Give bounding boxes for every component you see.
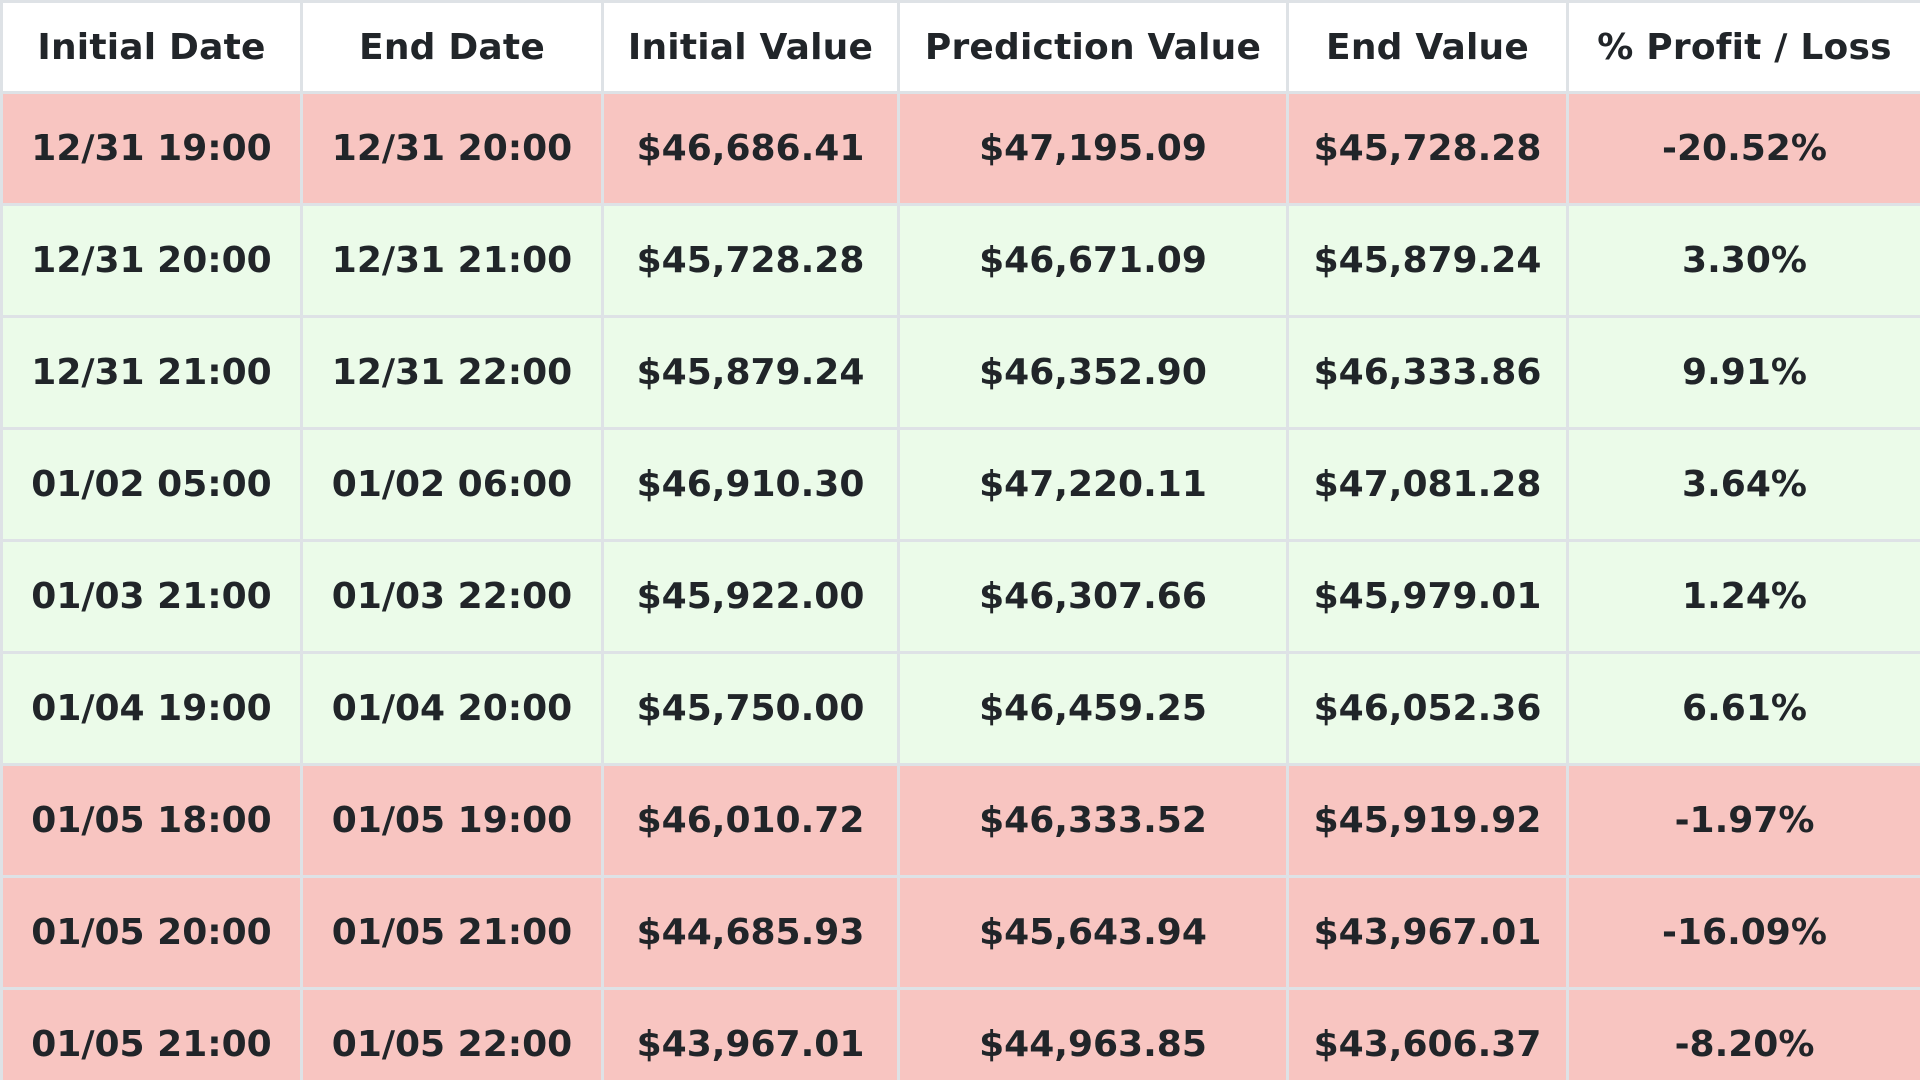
cell-prediction-value: $47,220.11 [897, 427, 1289, 542]
cell-initial-value: $46,910.30 [601, 427, 900, 542]
cell-end-value: $46,333.86 [1286, 315, 1569, 430]
cell-initial-value: $45,728.28 [601, 203, 900, 318]
cell-initial-value: $44,685.93 [601, 875, 900, 990]
cell-profit-loss: 3.30% [1566, 203, 1920, 318]
cell-profit-loss: -1.97% [1566, 763, 1920, 878]
cell-initial-value: $45,922.00 [601, 539, 900, 654]
cell-end-date: 12/31 21:00 [300, 203, 604, 318]
table-row: 01/02 05:00 01/02 06:00 $46,910.30 $47,2… [0, 427, 1920, 542]
cell-initial-value: $43,967.01 [601, 987, 900, 1080]
cell-prediction-value: $46,333.52 [897, 763, 1289, 878]
cell-end-value: $46,052.36 [1286, 651, 1569, 766]
column-header-profit-loss: % Profit / Loss [1566, 0, 1920, 94]
cell-end-value: $43,967.01 [1286, 875, 1569, 990]
cell-prediction-value: $46,459.25 [897, 651, 1289, 766]
cell-profit-loss: 9.91% [1566, 315, 1920, 430]
cell-end-value: $45,979.01 [1286, 539, 1569, 654]
table-row: 01/05 18:00 01/05 19:00 $46,010.72 $46,3… [0, 763, 1920, 878]
cell-end-value: $45,879.24 [1286, 203, 1569, 318]
cell-profit-loss: -20.52% [1566, 91, 1920, 206]
cell-end-date: 01/03 22:00 [300, 539, 604, 654]
cell-initial-date: 12/31 21:00 [0, 315, 303, 430]
table-body: 12/31 19:00 12/31 20:00 $46,686.41 $47,1… [0, 91, 1920, 1080]
column-header-initial-value: Initial Value [601, 0, 900, 94]
column-header-end-date: End Date [300, 0, 604, 94]
cell-end-value: $45,919.92 [1286, 763, 1569, 878]
cell-end-date: 01/05 21:00 [300, 875, 604, 990]
cell-profit-loss: 3.64% [1566, 427, 1920, 542]
cell-profit-loss: -16.09% [1566, 875, 1920, 990]
header-row: Initial Date End Date Initial Value Pred… [0, 0, 1920, 94]
cell-end-value: $43,606.37 [1286, 987, 1569, 1080]
cell-initial-value: $46,010.72 [601, 763, 900, 878]
cell-initial-date: 01/03 21:00 [0, 539, 303, 654]
cell-initial-value: $45,879.24 [601, 315, 900, 430]
table-row: 12/31 20:00 12/31 21:00 $45,728.28 $46,6… [0, 203, 1920, 318]
cell-end-date: 01/05 19:00 [300, 763, 604, 878]
table-row: 12/31 21:00 12/31 22:00 $45,879.24 $46,3… [0, 315, 1920, 430]
cell-profit-loss: 6.61% [1566, 651, 1920, 766]
cell-initial-date: 12/31 20:00 [0, 203, 303, 318]
cell-end-date: 12/31 22:00 [300, 315, 604, 430]
table-row: 01/04 19:00 01/04 20:00 $45,750.00 $46,4… [0, 651, 1920, 766]
cell-end-date: 12/31 20:00 [300, 91, 604, 206]
column-header-prediction-value: Prediction Value [897, 0, 1289, 94]
table-row: 12/31 19:00 12/31 20:00 $46,686.41 $47,1… [0, 91, 1920, 206]
cell-end-value: $47,081.28 [1286, 427, 1569, 542]
cell-initial-date: 01/05 20:00 [0, 875, 303, 990]
table-header: Initial Date End Date Initial Value Pred… [0, 0, 1920, 94]
cell-end-value: $45,728.28 [1286, 91, 1569, 206]
cell-initial-value: $46,686.41 [601, 91, 900, 206]
cell-prediction-value: $44,963.85 [897, 987, 1289, 1080]
cell-initial-date: 01/05 18:00 [0, 763, 303, 878]
cell-initial-date: 01/05 21:00 [0, 987, 303, 1080]
cell-end-date: 01/04 20:00 [300, 651, 604, 766]
column-header-end-value: End Value [1286, 0, 1569, 94]
cell-prediction-value: $46,671.09 [897, 203, 1289, 318]
cell-initial-date: 12/31 19:00 [0, 91, 303, 206]
cell-initial-value: $45,750.00 [601, 651, 900, 766]
cell-prediction-value: $46,307.66 [897, 539, 1289, 654]
table-row: 01/03 21:00 01/03 22:00 $45,922.00 $46,3… [0, 539, 1920, 654]
column-header-initial-date: Initial Date [0, 0, 303, 94]
cell-initial-date: 01/02 05:00 [0, 427, 303, 542]
cell-profit-loss: -8.20% [1566, 987, 1920, 1080]
cell-end-date: 01/02 06:00 [300, 427, 604, 542]
cell-prediction-value: $45,643.94 [897, 875, 1289, 990]
table-row: 01/05 20:00 01/05 21:00 $44,685.93 $45,6… [0, 875, 1920, 990]
cell-profit-loss: 1.24% [1566, 539, 1920, 654]
cell-initial-date: 01/04 19:00 [0, 651, 303, 766]
cell-prediction-value: $47,195.09 [897, 91, 1289, 206]
table-row: 01/05 21:00 01/05 22:00 $43,967.01 $44,9… [0, 987, 1920, 1080]
cell-prediction-value: $46,352.90 [897, 315, 1289, 430]
cell-end-date: 01/05 22:00 [300, 987, 604, 1080]
